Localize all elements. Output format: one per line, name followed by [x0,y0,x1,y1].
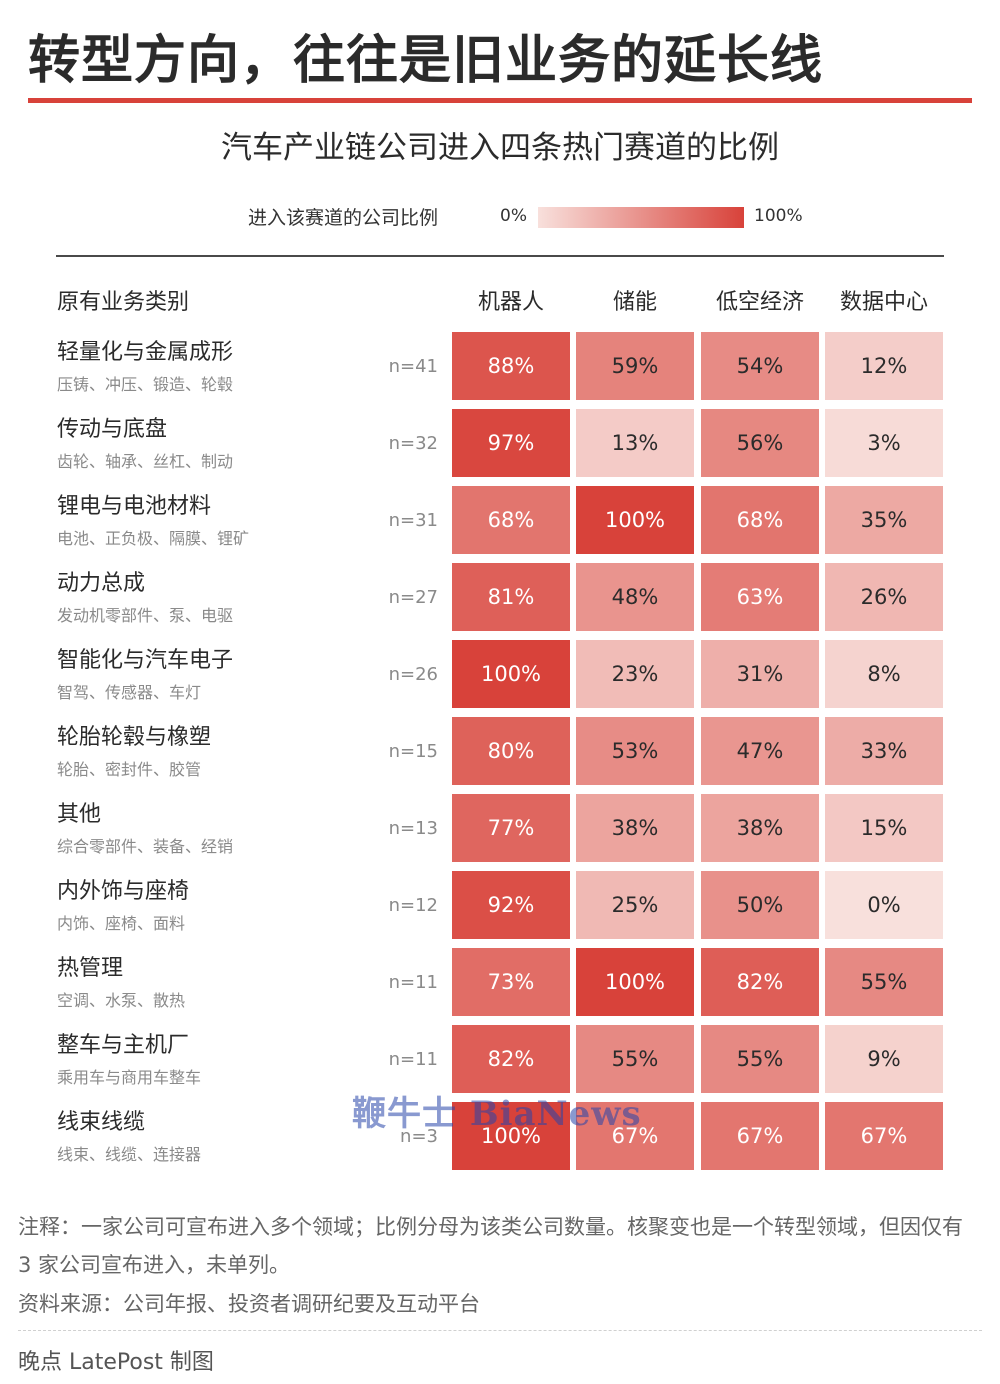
row-sample-size: n=15 [388,741,438,762]
row-label: 轮胎轮毂与橡塑 [57,725,212,750]
row-sublabel: 发动机零部件、泵、电驱 [57,606,234,625]
heatmap-cell: 33% [825,717,943,785]
row-sample-size: n=41 [388,356,438,377]
row-sublabel: 压铸、冲压、锻造、轮毂 [57,375,234,394]
heatmap-cell: 13% [576,409,694,477]
heatmap-cell: 100% [452,1102,570,1170]
heatmap-cell: 100% [576,948,694,1016]
row-sublabel: 内饰、座椅、面料 [57,914,186,933]
heatmap-cell: 25% [576,871,694,939]
heatmap-cell: 67% [576,1102,694,1170]
row-sample-size: n=13 [388,818,438,839]
column-header: 储能 [612,290,657,315]
row-sample-size: n=3 [400,1126,438,1147]
row-label: 内外饰与座椅 [57,879,190,904]
heatmap-cell: 92% [452,871,570,939]
row-sublabel: 空调、水泵、散热 [57,991,186,1010]
heatmap-cell: 82% [452,1025,570,1093]
row-sublabel: 电池、正负极、隔膜、锂矿 [57,529,250,548]
heatmap-cell: 77% [452,794,570,862]
column-header: 数据中心 [839,290,928,315]
heatmap-cell: 80% [452,717,570,785]
heatmap-cell: 68% [701,486,819,554]
data-source: 资料来源：公司年报、投资者调研纪要及互动平台 [18,1292,480,1316]
column-header: 机器人 [477,290,544,315]
legend-gradient-bar [538,207,744,228]
row-label: 动力总成 [57,571,146,596]
heatmap-cell: 8% [825,640,943,708]
heatmap-cell: 73% [452,948,570,1016]
row-sample-size: n=11 [388,972,438,993]
row-header: 原有业务类别 [57,290,190,315]
heatmap-cell: 59% [576,332,694,400]
row-sample-size: n=27 [388,587,438,608]
row-label: 锂电与电池材料 [57,494,212,519]
row-label: 热管理 [57,956,124,981]
heatmap-cell: 38% [701,794,819,862]
row-sublabel: 智驾、传感器、车灯 [57,683,202,702]
heatmap-cell: 88% [452,332,570,400]
heatmap-cell: 81% [452,563,570,631]
heatmap-cell: 53% [576,717,694,785]
row-label: 线束线缆 [57,1110,146,1135]
heatmap-cell: 3% [825,409,943,477]
row-label: 整车与主机厂 [57,1033,190,1058]
footer-divider [18,1330,982,1331]
heatmap-cell: 48% [576,563,694,631]
heatmap-cell: 67% [825,1102,943,1170]
heatmap-cell: 31% [701,640,819,708]
page-title: 转型方向，往往是旧业务的延长线 [28,31,824,91]
row-label: 传动与底盘 [57,417,168,442]
heatmap-cell: 68% [452,486,570,554]
heatmap-cell: 56% [701,409,819,477]
column-header: 低空经济 [715,290,804,315]
heatmap-cell: 35% [825,486,943,554]
row-sublabel: 乘用车与商用车整车 [57,1068,202,1087]
chart-credit: 晚点 LatePost 制图 [18,1350,214,1375]
heatmap-cell: 63% [701,563,819,631]
heatmap-cell: 38% [576,794,694,862]
chart-subtitle: 汽车产业链公司进入四条热门赛道的比例 [221,130,779,166]
heatmap-cell: 0% [825,871,943,939]
watermark: 鞭牛士 BiaNews [352,1094,642,1134]
heatmap-cell: 55% [701,1025,819,1093]
heatmap-cell: 54% [701,332,819,400]
row-sample-size: n=32 [388,433,438,454]
row-sample-size: n=11 [388,1049,438,1070]
heatmap-cell: 23% [576,640,694,708]
row-sublabel: 综合零部件、装备、经销 [57,837,234,856]
legend-min-label: 0% [500,206,527,226]
heatmap-cell: 100% [576,486,694,554]
footnote: 注释：一家公司可宣布进入多个领域；比例分母为该类公司数量。核聚变也是一个转型领域… [18,1215,963,1277]
row-label: 轻量化与金属成形 [57,340,234,365]
legend-divider [56,255,944,257]
heatmap-cell: 82% [701,948,819,1016]
heatmap-cell: 15% [825,794,943,862]
row-sublabel: 轮胎、密封件、胶管 [57,760,202,779]
legend-label: 进入该赛道的公司比例 [248,207,439,229]
row-sublabel: 齿轮、轴承、丝杠、制动 [57,452,234,471]
heatmap-cell: 67% [701,1102,819,1170]
row-sample-size: n=26 [388,664,438,685]
legend-max-label: 100% [754,206,803,226]
heatmap-cell: 50% [701,871,819,939]
heatmap-cell: 55% [576,1025,694,1093]
heatmap-cell: 9% [825,1025,943,1093]
row-sublabel: 线束、线缆、连接器 [57,1145,202,1164]
row-label: 智能化与汽车电子 [57,648,234,673]
title-divider [28,98,972,103]
heatmap-cell: 47% [701,717,819,785]
row-sample-size: n=31 [388,510,438,531]
row-sample-size: n=12 [388,895,438,916]
heatmap-cell: 26% [825,563,943,631]
heatmap-cell: 12% [825,332,943,400]
heatmap-cell: 100% [452,640,570,708]
heatmap-cell: 97% [452,409,570,477]
row-label: 其他 [57,802,102,827]
heatmap-cell: 55% [825,948,943,1016]
